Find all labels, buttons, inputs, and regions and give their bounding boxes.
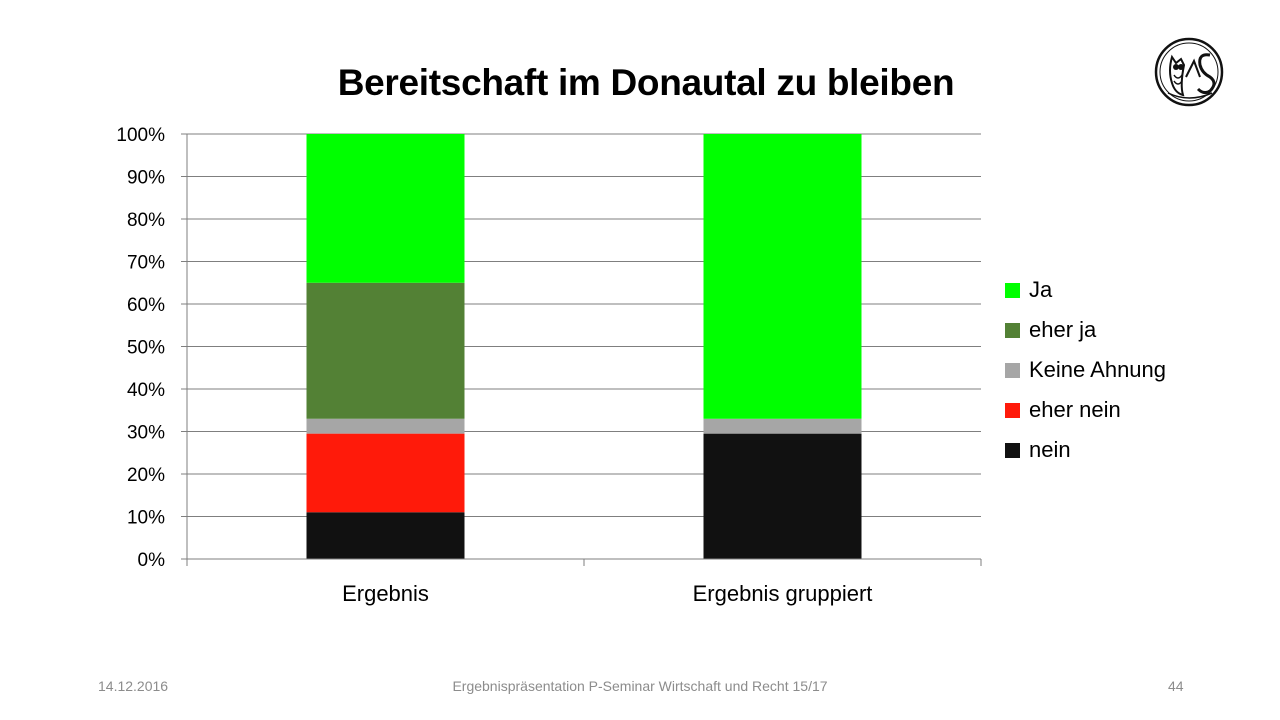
y-tick-label: 70% xyxy=(127,253,165,274)
slide-title: Bereitschaft im Donautal zu bleiben xyxy=(337,62,955,103)
footer-date: 14.12.2016 xyxy=(98,678,169,694)
legend-label: eher nein xyxy=(1029,397,1121,422)
legend-label: Ja xyxy=(1029,277,1053,302)
legend-item: eher nein xyxy=(1005,390,1166,430)
x-category-label: Ergebnis gruppiert xyxy=(693,581,873,606)
y-tick-label: 20% xyxy=(127,465,165,486)
y-tick-label: 10% xyxy=(127,508,165,529)
bar-segment-ja xyxy=(703,134,862,419)
legend-label: nein xyxy=(1029,437,1071,462)
y-tick-label: 90% xyxy=(127,168,165,189)
owl-logo xyxy=(1150,37,1228,107)
axes xyxy=(181,133,982,566)
y-tick-label: 60% xyxy=(127,295,165,316)
bar-segment-ja xyxy=(306,134,465,283)
bars xyxy=(306,134,862,559)
legend-item: Keine Ahnung xyxy=(1005,350,1166,390)
bar-segment-eher-nein xyxy=(306,433,465,513)
legend-item: eher ja xyxy=(1005,310,1166,350)
y-tick-label: 50% xyxy=(127,338,165,359)
legend-item: nein xyxy=(1005,430,1166,470)
bar-segment-nein xyxy=(703,433,862,559)
x-category-label: Ergebnis xyxy=(342,581,429,606)
legend-label: Keine Ahnung xyxy=(1029,357,1167,382)
y-tick-label: 80% xyxy=(127,210,165,231)
legend-label: eher ja xyxy=(1029,317,1097,342)
legend-swatch xyxy=(1005,322,1020,338)
y-tick-label: 0% xyxy=(138,550,166,571)
legend-item: Ja xyxy=(1005,270,1166,310)
bar-segment-keine-ahnung xyxy=(703,418,862,434)
legend-swatch xyxy=(1005,402,1020,418)
bar-segment-eher-ja xyxy=(306,282,465,419)
owl-logo-icon xyxy=(1154,37,1224,107)
y-tick-label: 100% xyxy=(116,125,165,146)
chart-legend: Ja eher ja Keine Ahnung eher nein nein xyxy=(1005,270,1166,470)
footer-presentation-title: Ergebnispräsentation P-Seminar Wirtschaf… xyxy=(452,678,828,694)
legend-swatch xyxy=(1005,282,1020,298)
legend-swatch xyxy=(1005,442,1020,458)
page-number: 44 xyxy=(1168,678,1184,694)
legend-swatch xyxy=(1005,362,1020,378)
gridlines xyxy=(187,133,981,517)
axis-labels: 0% 10% 20% 30% 40% 50% 60% 70% 80% 90% 100% Ergebni… xyxy=(116,125,872,606)
bar-segment-keine-ahnung xyxy=(306,418,465,434)
bar-segment-nein xyxy=(306,512,465,559)
y-tick-label: 30% xyxy=(127,423,165,444)
y-tick-label: 40% xyxy=(127,380,165,401)
